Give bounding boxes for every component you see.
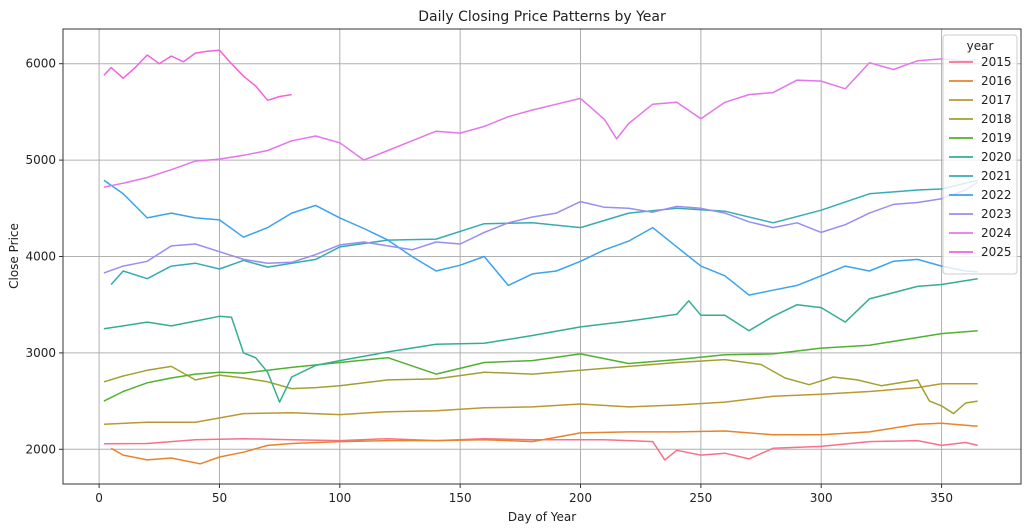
y-tick-label: 5000 — [25, 153, 56, 167]
series-line-2025 — [103, 49, 292, 102]
x-tick-label: 200 — [569, 491, 592, 505]
legend-label-2022: 2022 — [981, 188, 1012, 202]
legend-label-2017: 2017 — [981, 93, 1012, 107]
y-tick-label: 4000 — [25, 250, 56, 264]
series-line-2021 — [110, 179, 978, 286]
legend-label-2025: 2025 — [981, 245, 1012, 259]
legend-label-2020: 2020 — [981, 150, 1012, 164]
legend-label-2015: 2015 — [981, 55, 1012, 69]
legend-label-2018: 2018 — [981, 112, 1012, 126]
legend-label-2023: 2023 — [981, 207, 1012, 221]
series-line-2022 — [103, 179, 978, 296]
series-line-2015 — [103, 437, 978, 461]
series-line-2023 — [103, 181, 979, 274]
y-axis-ticks: 2000 3000 4000 5000 6000 — [25, 57, 63, 456]
y-tick-label: 3000 — [25, 346, 56, 360]
x-tick-label: 350 — [930, 491, 953, 505]
x-tick-label: 100 — [328, 491, 351, 505]
x-tick-label: 250 — [689, 491, 712, 505]
series-line-2018 — [103, 358, 978, 415]
legend: year 2015 2016 2017 2018 2019 2020 2021 2022 202… — [942, 34, 1018, 275]
y-tick-label: 2000 — [25, 442, 56, 456]
x-tick-label: 0 — [95, 491, 103, 505]
chart-title: Daily Closing Price Patterns by Year — [418, 9, 666, 25]
series-line-2017 — [103, 382, 978, 425]
x-tick-label: 50 — [212, 491, 227, 505]
series-line-2019 — [103, 329, 978, 402]
grid-lines — [63, 29, 1021, 484]
series-line-2016 — [110, 422, 978, 465]
legend-label-2019: 2019 — [981, 131, 1012, 145]
legend-label-2021: 2021 — [981, 169, 1012, 183]
x-axis-ticks: 0 50 100 150 200 250 300 350 — [95, 484, 953, 505]
legend-items: 2015 2016 2017 2018 2019 2020 2021 2022 2023 2024… — [949, 55, 1012, 259]
x-tick-label: 300 — [810, 491, 833, 505]
series-line-2020 — [103, 277, 978, 403]
y-axis-title: Close Price — [7, 223, 21, 289]
x-axis-title: Day of Year — [508, 510, 576, 524]
legend-title: year — [967, 39, 994, 53]
y-tick-label: 6000 — [25, 57, 56, 71]
legend-label-2016: 2016 — [981, 74, 1012, 88]
series-lines — [103, 49, 979, 465]
series-line-2024 — [103, 58, 978, 188]
legend-label-2024: 2024 — [981, 226, 1012, 240]
x-tick-label: 150 — [449, 491, 472, 505]
